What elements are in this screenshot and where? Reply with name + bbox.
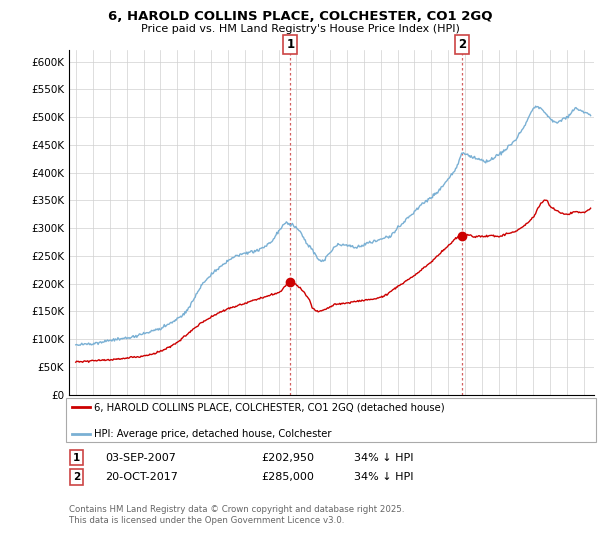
Text: £285,000: £285,000 — [261, 472, 314, 482]
Text: 20-OCT-2017: 20-OCT-2017 — [105, 472, 178, 482]
Text: 1: 1 — [73, 452, 80, 463]
Text: 2: 2 — [73, 472, 80, 482]
Text: 2: 2 — [458, 38, 466, 52]
Text: 03-SEP-2007: 03-SEP-2007 — [105, 452, 176, 463]
Text: £202,950: £202,950 — [261, 452, 314, 463]
Text: Price paid vs. HM Land Registry's House Price Index (HPI): Price paid vs. HM Land Registry's House … — [140, 24, 460, 34]
Text: HPI: Average price, detached house, Colchester: HPI: Average price, detached house, Colc… — [94, 429, 332, 439]
Text: 6, HAROLD COLLINS PLACE, COLCHESTER, CO1 2GQ (detached house): 6, HAROLD COLLINS PLACE, COLCHESTER, CO1… — [94, 402, 445, 412]
Text: 1: 1 — [286, 38, 295, 52]
Text: 34% ↓ HPI: 34% ↓ HPI — [354, 452, 413, 463]
Text: 6, HAROLD COLLINS PLACE, COLCHESTER, CO1 2GQ: 6, HAROLD COLLINS PLACE, COLCHESTER, CO1… — [108, 10, 492, 23]
Text: 34% ↓ HPI: 34% ↓ HPI — [354, 472, 413, 482]
Text: Contains HM Land Registry data © Crown copyright and database right 2025.
This d: Contains HM Land Registry data © Crown c… — [69, 505, 404, 525]
